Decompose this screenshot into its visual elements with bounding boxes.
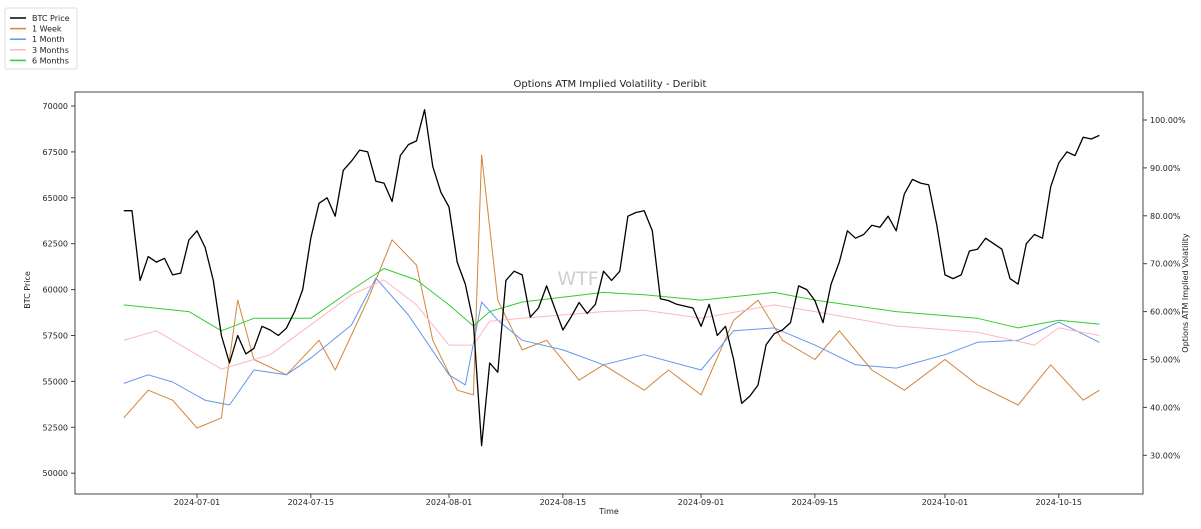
y2-axis-label: Options ATM Implied Volatility (1181, 233, 1190, 353)
y2-tick-label: 30.00% (1150, 451, 1181, 460)
plot-frame (74, 91, 1144, 495)
y-tick-label: 67500 (43, 148, 68, 157)
legend-box (4, 7, 78, 70)
y2-tick-label: 90.00% (1150, 164, 1181, 173)
y-tick-label: 70000 (43, 102, 68, 111)
series-line-3-months (123, 279, 1100, 370)
x-tick-label: 2024-07-01 (174, 498, 221, 507)
series-line-1-month (123, 277, 1100, 406)
legend-label: 6 Months (32, 56, 69, 65)
y-tick-label: 57500 (43, 332, 68, 341)
series-line-1-week (123, 154, 1100, 429)
series-line-6-months (123, 268, 1100, 332)
y2-tick-label: 100.00% (1150, 116, 1186, 125)
legend-label: 1 Month (32, 35, 65, 44)
y-tick-label: 60000 (43, 286, 68, 295)
chart-title: Options ATM Implied Volatility - Deribit (514, 79, 707, 90)
y-tick-label: 65000 (43, 194, 68, 203)
legend-label: BTC Price (32, 14, 70, 23)
x-tick-label: 2024-07-15 (288, 498, 335, 507)
y2-tick-label: 50.00% (1150, 356, 1181, 365)
x-axis-label: Time (598, 507, 619, 516)
legend-label: 1 Week (32, 25, 62, 34)
y2-tick-label: 80.00% (1150, 212, 1181, 221)
x-tick-label: 2024-08-15 (540, 498, 587, 507)
y-tick-label: 55000 (43, 377, 68, 386)
x-tick-label: 2024-09-01 (678, 498, 725, 507)
y-axis-label: BTC Price (23, 271, 32, 309)
x-tick-label: 2024-08-01 (426, 498, 473, 507)
watermark: WTF (557, 268, 598, 290)
x-tick-label: 2024-10-01 (922, 498, 969, 507)
y2-tick-label: 70.00% (1150, 260, 1181, 269)
x-tick-label: 2024-09-15 (792, 498, 839, 507)
y-tick-label: 50000 (43, 469, 68, 478)
x-tick-label: 2024-10-15 (1036, 498, 1083, 507)
y-tick-label: 62500 (43, 240, 68, 249)
y2-tick-label: 40.00% (1150, 403, 1181, 412)
legend-label: 3 Months (32, 46, 69, 55)
y-tick-label: 52500 (43, 423, 68, 432)
series-line-btc-price (123, 109, 1100, 447)
y2-tick-label: 60.00% (1150, 308, 1181, 317)
